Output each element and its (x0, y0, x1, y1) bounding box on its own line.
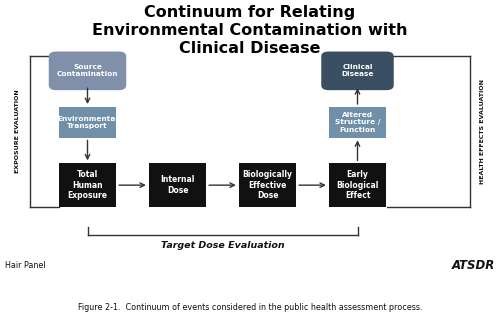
Text: Biologically
Effective
Dose: Biologically Effective Dose (242, 170, 292, 200)
Text: Total
Human
Exposure: Total Human Exposure (68, 170, 108, 200)
Text: Continuum for Relating
Environmental Contamination with
Clinical Disease: Continuum for Relating Environmental Con… (92, 5, 408, 56)
Text: Figure 2-1.  Continuum of events considered in the public health assessment proc: Figure 2-1. Continuum of events consider… (78, 303, 422, 312)
Text: EXPOSURE EVALUATION: EXPOSURE EVALUATION (15, 90, 20, 174)
FancyBboxPatch shape (59, 164, 116, 207)
Text: Environmental
Transport: Environmental Transport (57, 116, 118, 129)
Text: Target Dose Evaluation: Target Dose Evaluation (160, 241, 284, 250)
Text: Source
Contamination: Source Contamination (57, 64, 118, 78)
FancyBboxPatch shape (239, 164, 296, 207)
Text: Altered
Structure /
Function: Altered Structure / Function (335, 112, 380, 133)
FancyBboxPatch shape (329, 107, 386, 138)
FancyBboxPatch shape (149, 164, 206, 207)
Text: ATSDR: ATSDR (452, 259, 495, 272)
FancyBboxPatch shape (329, 164, 386, 207)
Text: Internal
Dose: Internal Dose (160, 175, 194, 195)
Text: Early
Biological
Effect: Early Biological Effect (336, 170, 378, 200)
FancyBboxPatch shape (59, 107, 116, 138)
Text: Clinical
Disease: Clinical Disease (342, 64, 374, 78)
Text: HEALTH EFFECTS EVALUATION: HEALTH EFFECTS EVALUATION (480, 79, 485, 184)
Text: Hair Panel: Hair Panel (5, 261, 46, 270)
FancyBboxPatch shape (48, 52, 126, 90)
FancyBboxPatch shape (321, 52, 394, 90)
